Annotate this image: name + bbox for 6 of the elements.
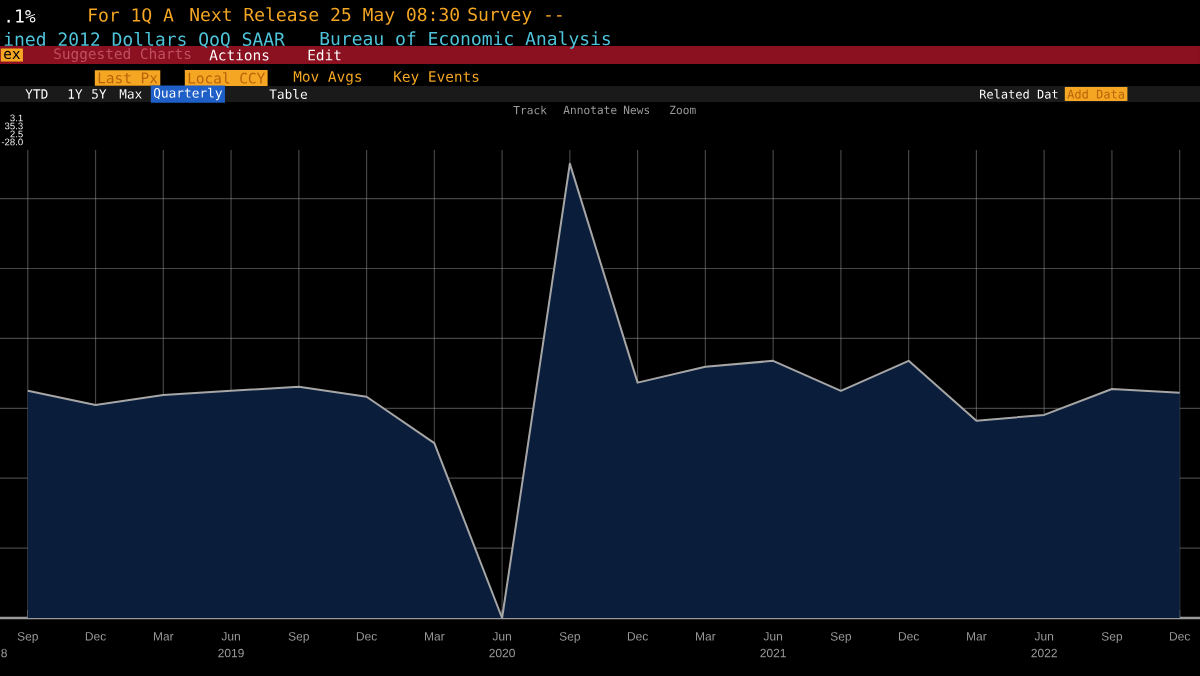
text: For 1Q A	[89, 8, 174, 24]
text: ined 2012 Dollars QoQ SAAR	[4, 31, 285, 49]
text: .1%	[7, 9, 36, 23]
text: Next Release 25 May 08:30	[190, 7, 459, 25]
text: Bureau of Economic Analysis	[320, 31, 610, 49]
text: Survey --	[468, 7, 562, 25]
